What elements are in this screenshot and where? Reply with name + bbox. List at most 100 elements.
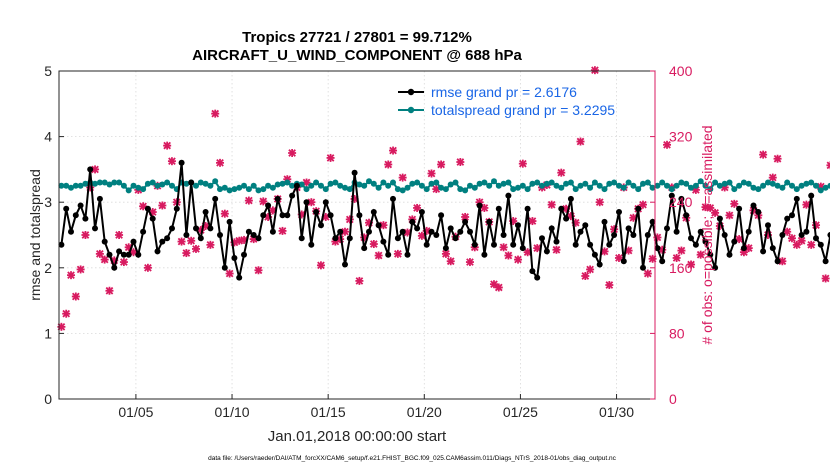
data-point-rmse bbox=[755, 209, 762, 215]
data-point-totalspread bbox=[63, 182, 70, 189]
legend: rmse grand pr = 2.6176 totalspread grand… bbox=[398, 84, 615, 118]
data-point-totalspread bbox=[779, 184, 786, 191]
data-point-totalspread bbox=[394, 186, 401, 193]
data-point-totalspread bbox=[269, 184, 276, 191]
data-point-totalspread bbox=[745, 180, 752, 187]
data-point-rmse bbox=[356, 212, 363, 219]
data-point-totalspread bbox=[130, 182, 137, 189]
data-point-rmse bbox=[442, 245, 449, 252]
obs-assimilated-marker bbox=[759, 150, 768, 159]
obs-assimilated-marker bbox=[797, 236, 806, 245]
obs-assimilated-marker bbox=[115, 231, 124, 239]
legend-spread-label: totalspread grand pr = 3.2295 bbox=[431, 102, 615, 118]
data-point-totalspread bbox=[726, 179, 733, 186]
data-point-rmse bbox=[279, 212, 286, 219]
data-point-totalspread bbox=[409, 180, 416, 187]
obs-assimilated-marker bbox=[187, 236, 196, 245]
data-point-totalspread bbox=[149, 179, 156, 186]
data-point-rmse bbox=[740, 245, 747, 252]
obs-assimilated-marker bbox=[711, 208, 720, 217]
left-tick-label: 1 bbox=[44, 325, 52, 341]
x-axis-ticks: 01/05 01/10 01/15 01/20 01/25 01/30 bbox=[118, 394, 634, 420]
obs-assimilated-marker bbox=[586, 265, 595, 274]
obs-assimilated-marker bbox=[340, 227, 349, 236]
data-point-totalspread bbox=[664, 182, 670, 189]
data-point-totalspread bbox=[82, 180, 89, 187]
data-point-totalspread bbox=[318, 182, 324, 189]
data-point-totalspread bbox=[250, 182, 257, 189]
data-point-totalspread bbox=[688, 184, 694, 191]
left-tick-label: 0 bbox=[44, 391, 52, 407]
data-point-rmse bbox=[418, 209, 425, 215]
obs-assimilated-marker bbox=[81, 231, 90, 239]
data-point-rmse bbox=[476, 202, 483, 209]
data-point-totalspread bbox=[255, 187, 262, 194]
data-point-totalspread bbox=[712, 179, 719, 186]
data-point-totalspread bbox=[144, 180, 151, 187]
footer-data-file: data file: /Users/raeder/DAI/ATM_forcXX/… bbox=[208, 455, 617, 462]
right-tick-label: 0 bbox=[669, 391, 677, 407]
obs-assimilated-marker bbox=[456, 158, 465, 167]
data-point-rmse bbox=[77, 202, 84, 209]
data-point-totalspread bbox=[385, 182, 392, 189]
data-point-totalspread bbox=[111, 179, 118, 186]
data-point-rmse bbox=[250, 232, 257, 238]
data-point-totalspread bbox=[101, 179, 108, 186]
obs-assimilated-marker bbox=[696, 250, 705, 259]
data-point-rmse bbox=[539, 235, 545, 242]
data-point-rmse bbox=[332, 235, 339, 242]
data-point-totalspread bbox=[140, 186, 147, 193]
data-point-rmse bbox=[505, 192, 512, 199]
obs-assimilated-marker bbox=[374, 251, 383, 260]
data-point-totalspread bbox=[510, 186, 517, 193]
data-point-rmse bbox=[745, 228, 752, 235]
obs-assimilated-marker bbox=[76, 265, 85, 274]
data-point-rmse bbox=[572, 241, 579, 248]
data-point-rmse bbox=[260, 212, 267, 219]
data-point-totalspread bbox=[467, 182, 473, 189]
data-point-totalspread bbox=[476, 180, 483, 187]
obs-assimilated-marker bbox=[177, 237, 186, 246]
data-point-totalspread bbox=[202, 180, 209, 187]
obs-assimilated-marker bbox=[595, 198, 604, 207]
data-point-totalspread bbox=[159, 181, 166, 188]
data-point-totalspread bbox=[245, 186, 252, 193]
data-point-rmse bbox=[202, 209, 209, 215]
data-point-totalspread bbox=[668, 186, 675, 193]
obs-assimilated-marker bbox=[100, 255, 109, 264]
data-point-totalspread bbox=[332, 179, 339, 186]
data-point-rmse bbox=[616, 209, 622, 215]
data-point-rmse bbox=[707, 251, 714, 258]
obs-assimilated-marker bbox=[254, 266, 263, 275]
data-point-totalspread bbox=[68, 184, 74, 191]
data-point-rmse bbox=[120, 251, 127, 258]
data-point-totalspread bbox=[673, 182, 680, 189]
data-point-rmse bbox=[197, 235, 204, 242]
data-point-totalspread bbox=[755, 186, 762, 193]
data-point-totalspread bbox=[558, 184, 565, 191]
data-point-rmse bbox=[688, 235, 694, 242]
data-point-rmse bbox=[750, 202, 757, 209]
data-point-totalspread bbox=[356, 181, 363, 188]
data-point-totalspread bbox=[337, 182, 344, 189]
data-point-rmse bbox=[82, 215, 89, 222]
data-point-rmse bbox=[390, 195, 396, 202]
data-point-totalspread bbox=[135, 184, 142, 191]
data-point-totalspread bbox=[716, 182, 723, 189]
data-point-totalspread bbox=[659, 179, 666, 186]
obs-assimilated-marker bbox=[182, 249, 191, 258]
data-point-rmse bbox=[712, 264, 719, 271]
x-tick-label: 01/20 bbox=[407, 404, 442, 420]
data-point-totalspread bbox=[702, 182, 709, 189]
data-point-totalspread bbox=[548, 179, 555, 186]
data-point-totalspread bbox=[524, 186, 531, 193]
data-point-totalspread bbox=[827, 182, 830, 189]
data-point-rmse bbox=[803, 228, 810, 235]
data-point-rmse bbox=[702, 238, 709, 245]
data-point-rmse bbox=[293, 182, 300, 189]
data-point-rmse bbox=[178, 159, 185, 166]
data-point-rmse bbox=[779, 232, 786, 238]
data-point-totalspread bbox=[346, 186, 353, 193]
data-point-totalspread bbox=[731, 186, 738, 193]
